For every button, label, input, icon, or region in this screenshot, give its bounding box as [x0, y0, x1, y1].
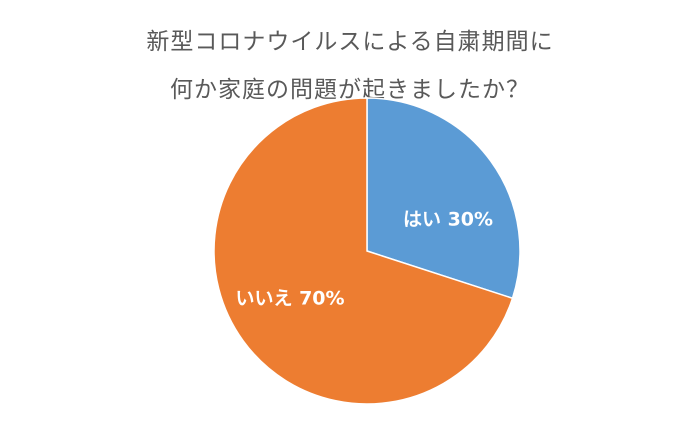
chart-title-line-1: 新型コロナウイルスによる自粛期間に [146, 29, 554, 55]
pie-slice-no [213, 97, 514, 405]
pie-slice-yes [366, 97, 521, 300]
slice-label-no: いいえ 70% [235, 288, 344, 310]
slice-label-yes: はい 30% [403, 209, 493, 231]
